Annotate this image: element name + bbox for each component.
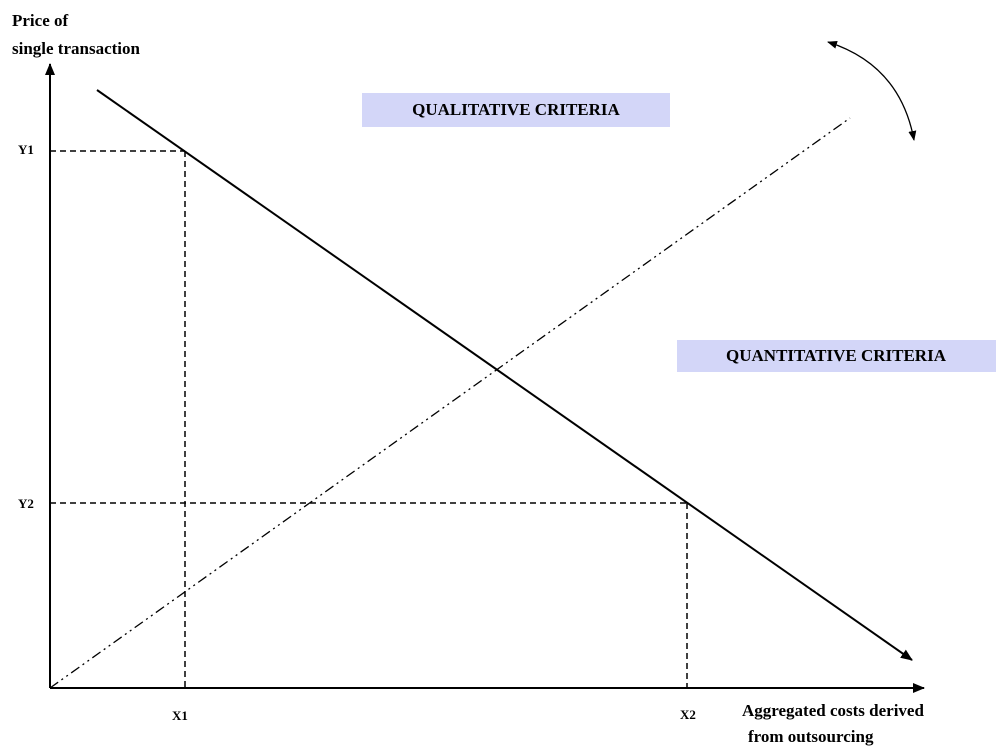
x-tick-label: X1	[172, 708, 188, 723]
x-axis-label: from outsourcing	[748, 727, 874, 746]
price-line	[96, 89, 913, 661]
guide-lines	[50, 150, 688, 688]
region-label: QUALITATIVE CRITERIA	[412, 100, 620, 119]
region-box	[677, 340, 996, 372]
rotation-arrow	[827, 40, 917, 141]
x-axis-label: Aggregated costs derived	[742, 701, 924, 720]
region-box	[362, 93, 670, 127]
dash-dot-line	[49, 117, 851, 689]
x-tick-label: X2	[680, 707, 696, 722]
region-label: QUANTITATIVE CRITERIA	[726, 346, 947, 365]
y-axis-label: single transaction	[12, 39, 141, 58]
y-axis-label: Price of	[12, 11, 68, 30]
y-tick-label: Y2	[18, 496, 34, 511]
y-tick-label: Y1	[18, 142, 34, 157]
